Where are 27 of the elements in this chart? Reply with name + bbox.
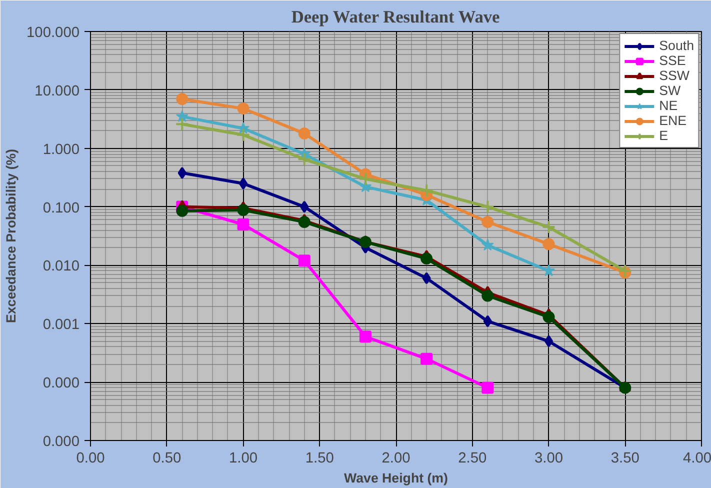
x-axis-title: Wave Height (m)	[344, 470, 448, 486]
y-axis-title: Exceedance Probability (%)	[4, 148, 19, 324]
legend-label: SW	[659, 83, 681, 98]
y-tick-label: 0.001	[42, 317, 80, 334]
y-tick-label: 1.000	[42, 142, 80, 158]
x-tick-label: 4.00	[682, 450, 711, 466]
legend-label: South	[659, 38, 694, 53]
legend-label: SSW	[659, 68, 690, 83]
x-tick-label: 3.00	[534, 450, 564, 466]
x-tick-label: 0.50	[152, 450, 182, 466]
legend-label: SSE	[659, 53, 686, 68]
y-tick-label: 0.100	[42, 200, 80, 216]
y-tick-label: 0.000	[42, 376, 80, 392]
x-tick-label: 1.50	[305, 450, 334, 466]
y-tick-label: 10.000	[34, 83, 80, 100]
legend-label: ENE	[659, 113, 687, 128]
legend-label: NE	[659, 98, 679, 113]
x-tick-label: 1.00	[228, 450, 258, 466]
x-tick-label: 2.00	[382, 450, 410, 466]
y-tick-label: 0.010	[42, 258, 80, 275]
y-tick-label: 100.000	[26, 25, 80, 41]
legend-label: E	[659, 128, 670, 143]
y-tick-label: 0.000	[42, 434, 80, 450]
x-tick-label: 2.50	[458, 450, 487, 466]
x-tick-label: 3.50	[610, 450, 640, 466]
chart-title: Deep Water Resultant Wave	[291, 8, 500, 26]
x-tick-label: 0.00	[76, 450, 105, 466]
